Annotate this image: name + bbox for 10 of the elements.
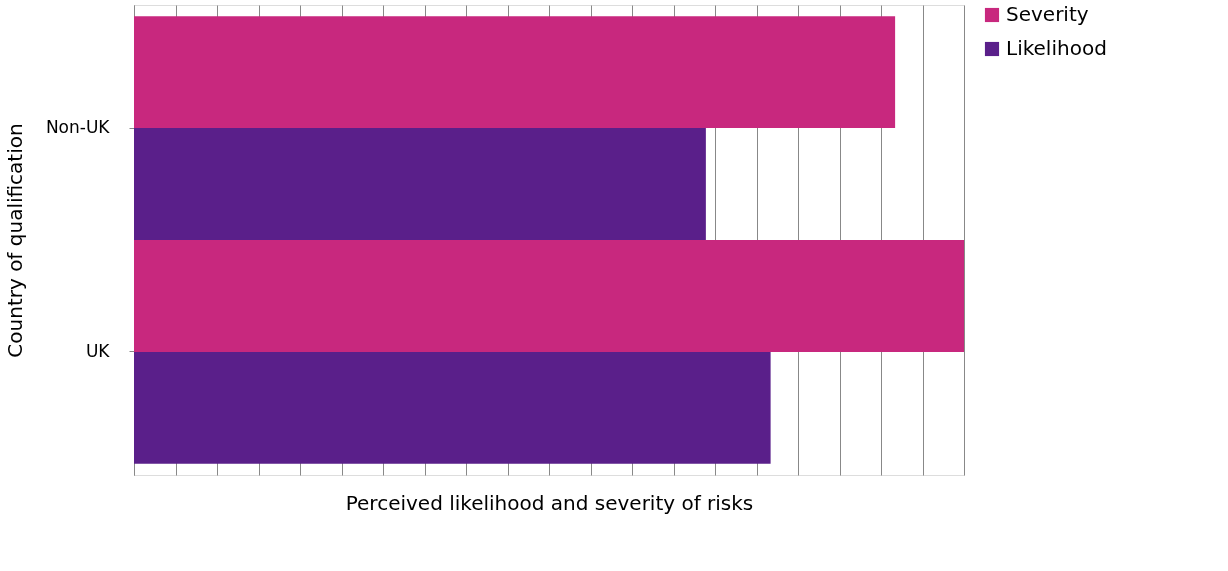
legend-label: Likelihood	[1006, 36, 1107, 60]
y-axis-title: Country of qualification	[2, 123, 27, 358]
bar	[134, 128, 706, 240]
bar	[134, 351, 771, 464]
y-tick-label: UK	[85, 340, 111, 361]
bar	[134, 16, 896, 129]
bar	[134, 240, 964, 352]
x-axis-title: Perceived likelihood and severity of risks	[345, 490, 754, 515]
legend-label: Severity	[1006, 2, 1089, 26]
y-tick-label: Non-UK	[45, 117, 111, 138]
